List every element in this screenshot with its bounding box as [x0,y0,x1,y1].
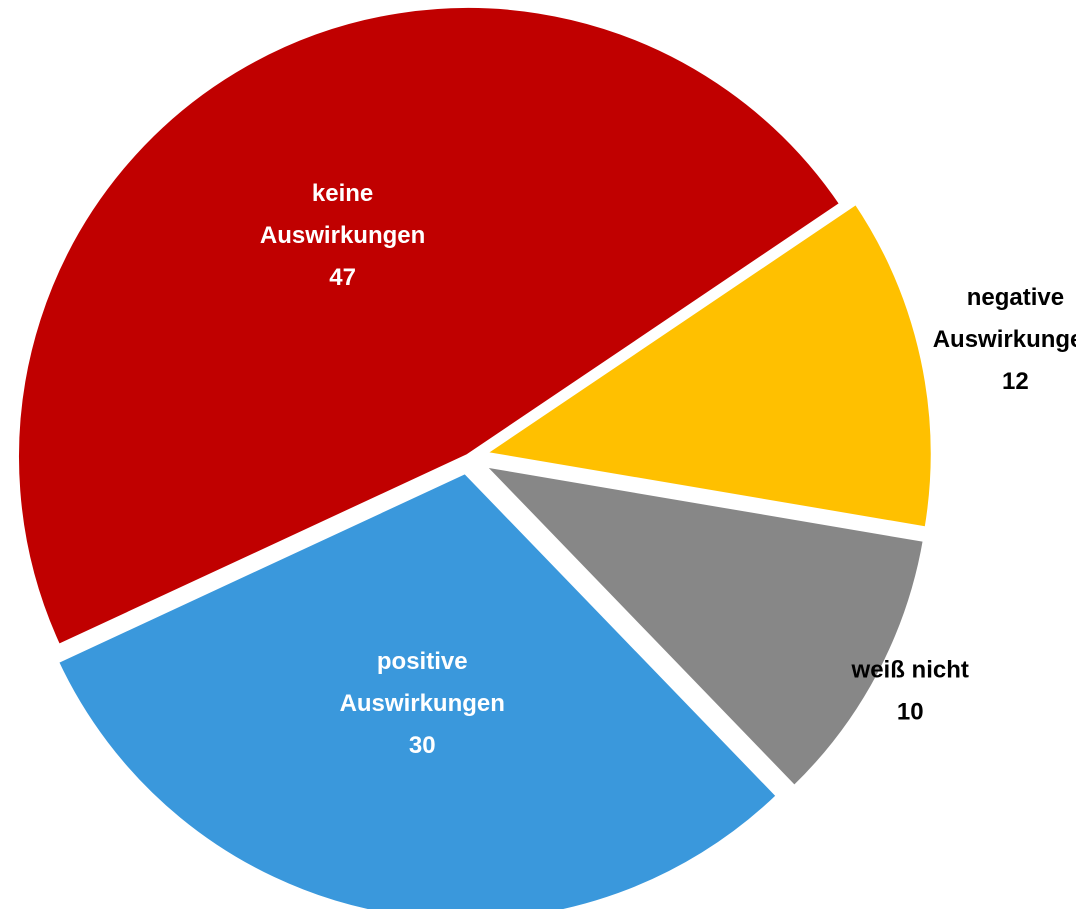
slice-category-label: Auswirkungen [933,326,1076,353]
pie-slice [13,2,847,652]
slice-category-label: Auswirkungen [340,690,505,717]
slice-category-label: weiß nicht [851,656,969,683]
slice-value-label: 10 [897,698,924,725]
pie-slices [13,2,937,909]
pie-labels: negative Auswirkungen 12 weiß nicht 10 positi… [260,180,1076,759]
pie-slice [471,459,930,793]
slice-category-label: Auswirkungen [260,222,425,249]
slice-label: keine Auswirkungen 47 [260,180,425,291]
slice-label: weiß nicht 10 [851,656,969,725]
slice-label: positive Auswirkungen 30 [340,648,505,759]
slice-value-label: 47 [329,264,356,291]
slice-value-label: 30 [409,732,436,759]
slice-value-label: 12 [1002,368,1029,395]
pie-slice [51,467,784,909]
slice-category-label: positive [377,648,468,675]
slice-label: negative Auswirkungen 12 [933,284,1076,395]
pie-slice [473,197,937,534]
slice-category-label: negative [967,284,1064,311]
slice-category-label: keine [312,180,373,207]
